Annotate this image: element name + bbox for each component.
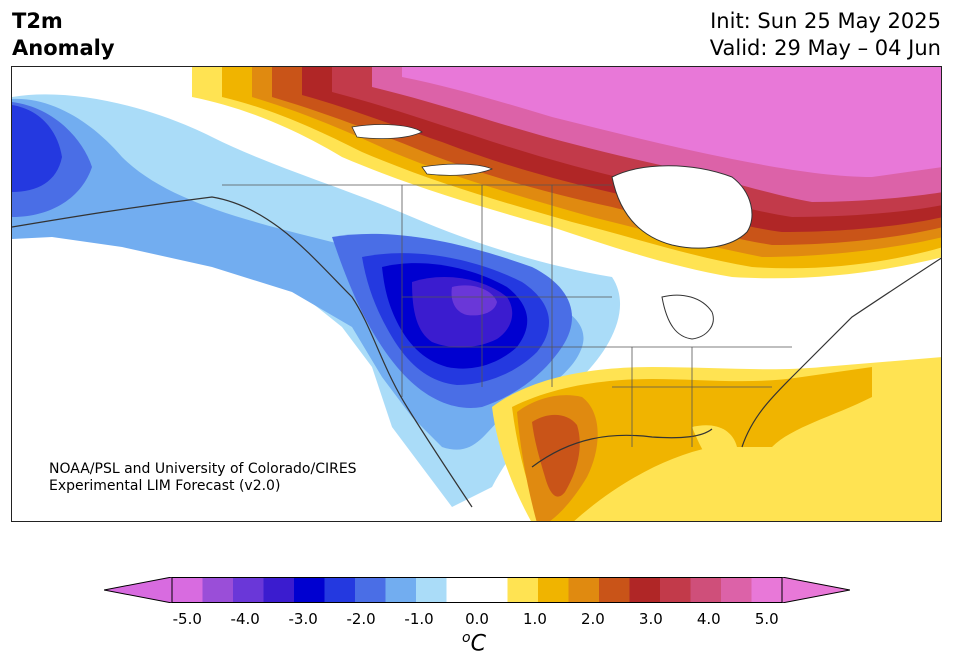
- colorbar-cell: [599, 577, 630, 603]
- anomaly-warm-south-rust: [532, 414, 580, 497]
- colorbar-cell: [477, 577, 508, 603]
- colorbar-tick-label: 4.0: [696, 610, 721, 628]
- colorbar-cell: [324, 577, 356, 603]
- coastline-west: [12, 196, 473, 508]
- credit-text: NOAA/PSL and University of Colorado/CIRE…: [49, 461, 357, 495]
- colorbar-unit: oC: [462, 630, 486, 656]
- colorbar-cell: [721, 577, 752, 603]
- colorbar-outline: [171, 577, 783, 603]
- map-canvas: [12, 67, 941, 521]
- coastline-east: [741, 257, 941, 448]
- political-borders: [222, 184, 792, 447]
- map-title: T2m Anomaly: [12, 8, 115, 62]
- colorbar-cell: [690, 577, 722, 603]
- colorbar-over-arrow: [781, 577, 850, 603]
- colorbar-tick-label: -4.0: [230, 610, 260, 628]
- hudson-bay: [611, 165, 753, 249]
- colorbar-tick-label: -3.0: [288, 610, 318, 628]
- great-lakes: [661, 294, 714, 340]
- colorbar-cell: [446, 577, 478, 603]
- colorbar-tick-label: 3.0: [638, 610, 663, 628]
- colorbar-ticks: -5.0 -4.0 -3.0 -2.0 -1.0 0.0 1.0 2.0 3.0 4.0 5.0: [0, 610, 954, 630]
- arctic-islands: [351, 124, 493, 176]
- init-date: Init: Sun 25 May 2025: [710, 9, 941, 33]
- colorbar-tick-label: -5.0: [172, 610, 202, 628]
- colorbar-under-arrow: [104, 577, 173, 603]
- colorbar-cell: [568, 577, 600, 603]
- colorbar-tick-label: 1.0: [523, 610, 547, 628]
- colorbar-cell: [385, 577, 417, 603]
- unit-superscript: o: [462, 630, 471, 646]
- valid-date: Valid: 29 May – 04 Jun: [709, 36, 941, 60]
- colorbar-cell: [751, 577, 783, 603]
- colorbar-cell: [294, 577, 325, 603]
- coastline-gulf: [531, 428, 713, 468]
- colorbar-cell: [202, 577, 234, 603]
- colorbar-tick-label: -2.0: [346, 610, 376, 628]
- colorbar-tick-label: 2.0: [580, 610, 605, 628]
- anomaly-warm-north-magenta: [402, 67, 941, 177]
- credit-line1: NOAA/PSL and University of Colorado/CIRE…: [49, 461, 357, 477]
- colorbar-tick-label: 5.0: [754, 610, 779, 628]
- colorbar-cell: [538, 577, 569, 603]
- forecast-dates: Init: Sun 25 May 2025 Valid: 29 May – 04…: [710, 8, 941, 62]
- colorbar-cell: [233, 577, 264, 603]
- title-line1: T2m: [12, 9, 63, 33]
- colorbar: [104, 577, 850, 603]
- colorbar-tick-label: 0.0: [465, 610, 489, 628]
- colorbar-cell: [416, 577, 447, 603]
- colorbar-cell: [629, 577, 661, 603]
- colorbar-tick-label: -1.0: [404, 610, 434, 628]
- anomaly-map: [11, 66, 942, 522]
- unit-letter: C: [470, 631, 486, 657]
- colorbar-cell: [172, 577, 203, 603]
- title-line2: Anomaly: [12, 36, 115, 60]
- anomaly-cool-core-nw: [12, 105, 62, 192]
- colorbar-cell: [263, 577, 295, 603]
- colorbar-cell: [660, 577, 691, 603]
- colorbar-cell: [355, 577, 386, 603]
- credit-line2: Experimental LIM Forecast (v2.0): [49, 478, 281, 494]
- anomaly-core-west: [451, 285, 497, 316]
- florida: [692, 425, 738, 478]
- colorbar-cell: [507, 577, 539, 603]
